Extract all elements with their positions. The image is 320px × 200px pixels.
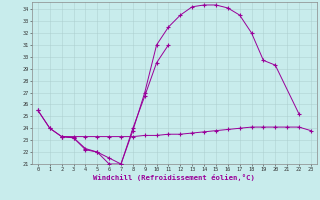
- X-axis label: Windchill (Refroidissement éolien,°C): Windchill (Refroidissement éolien,°C): [93, 174, 255, 181]
